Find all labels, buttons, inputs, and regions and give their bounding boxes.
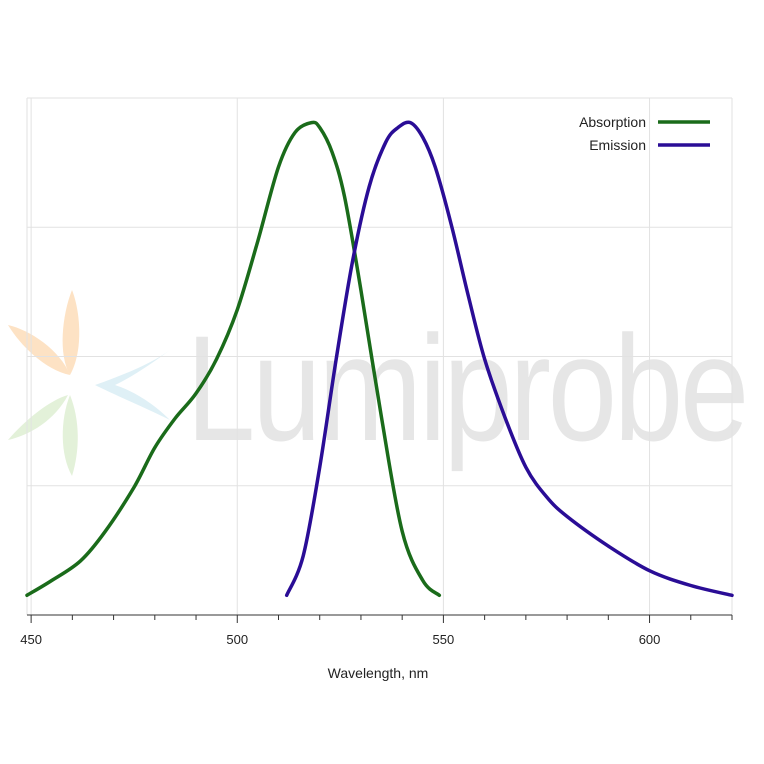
series-layer (25, 120, 734, 598)
legend-label-emission: Emission (589, 137, 646, 153)
x-tick-label: 500 (226, 632, 248, 647)
x-axis-label: Wavelength, nm (328, 665, 429, 681)
series-line-emission (284, 120, 734, 598)
x-axis: 450 500 550 600 (20, 614, 733, 647)
legend: Absorption Emission (579, 114, 710, 153)
lumiprobe-logo-icon (8, 290, 170, 476)
grid (26, 97, 733, 615)
series-line-absorption (25, 120, 442, 598)
x-tick-label: 550 (433, 632, 455, 647)
watermark-text: Lumiprobe (186, 304, 746, 472)
lumiprobe-watermark: Lumiprobe (8, 290, 750, 476)
legend-label-absorption: Absorption (579, 114, 646, 130)
x-tick-label: 600 (639, 632, 661, 647)
x-tick-label: 450 (20, 632, 42, 647)
